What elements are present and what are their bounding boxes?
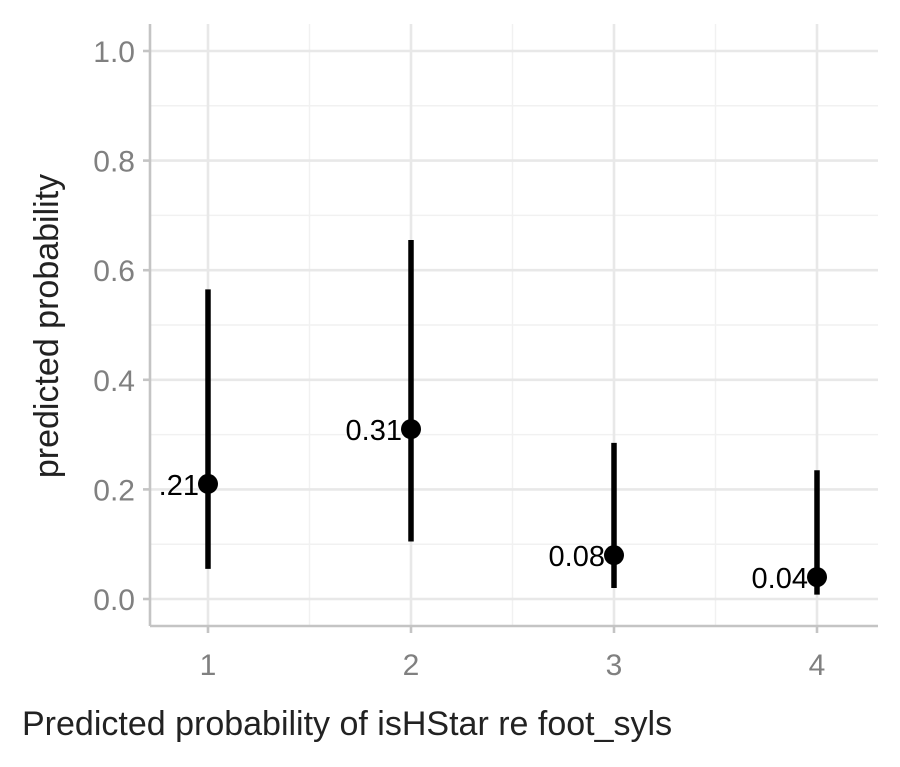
x-tick-label: 2	[403, 649, 420, 682]
x-axis-title: Predicted probability of isHStar re foot…	[22, 705, 672, 743]
data-point	[604, 545, 624, 566]
data-label: 0.31	[346, 415, 402, 447]
axes	[148, 24, 878, 628]
data-point	[401, 419, 421, 440]
y-tick-label: 0.0	[93, 584, 135, 617]
y-ticks: 0.0 0.2 0.4 0.6 0.8 1.0	[93, 36, 150, 617]
y-tick-label: 0.6	[93, 255, 135, 288]
data-point	[198, 473, 218, 494]
y-tick-label: 0.4	[93, 365, 135, 398]
data-label: 0.08	[549, 541, 605, 573]
y-tick-label: 1.0	[93, 36, 135, 69]
x-tick-label: 1	[200, 649, 217, 682]
grid	[150, 24, 878, 626]
x-tick-label: 4	[809, 649, 826, 682]
data-point	[807, 567, 827, 588]
data-label: 0.04	[752, 563, 808, 595]
data-label: .21	[159, 470, 199, 502]
x-tick-label: 3	[606, 649, 623, 682]
x-ticks: 1 2 3 4	[200, 626, 826, 682]
data-marks: .21 0.31 0.08 0.04	[159, 240, 827, 595]
y-axis-title: predicted probability	[28, 174, 66, 478]
y-tick-label: 0.8	[93, 146, 135, 179]
y-tick-label: 0.2	[93, 474, 135, 507]
